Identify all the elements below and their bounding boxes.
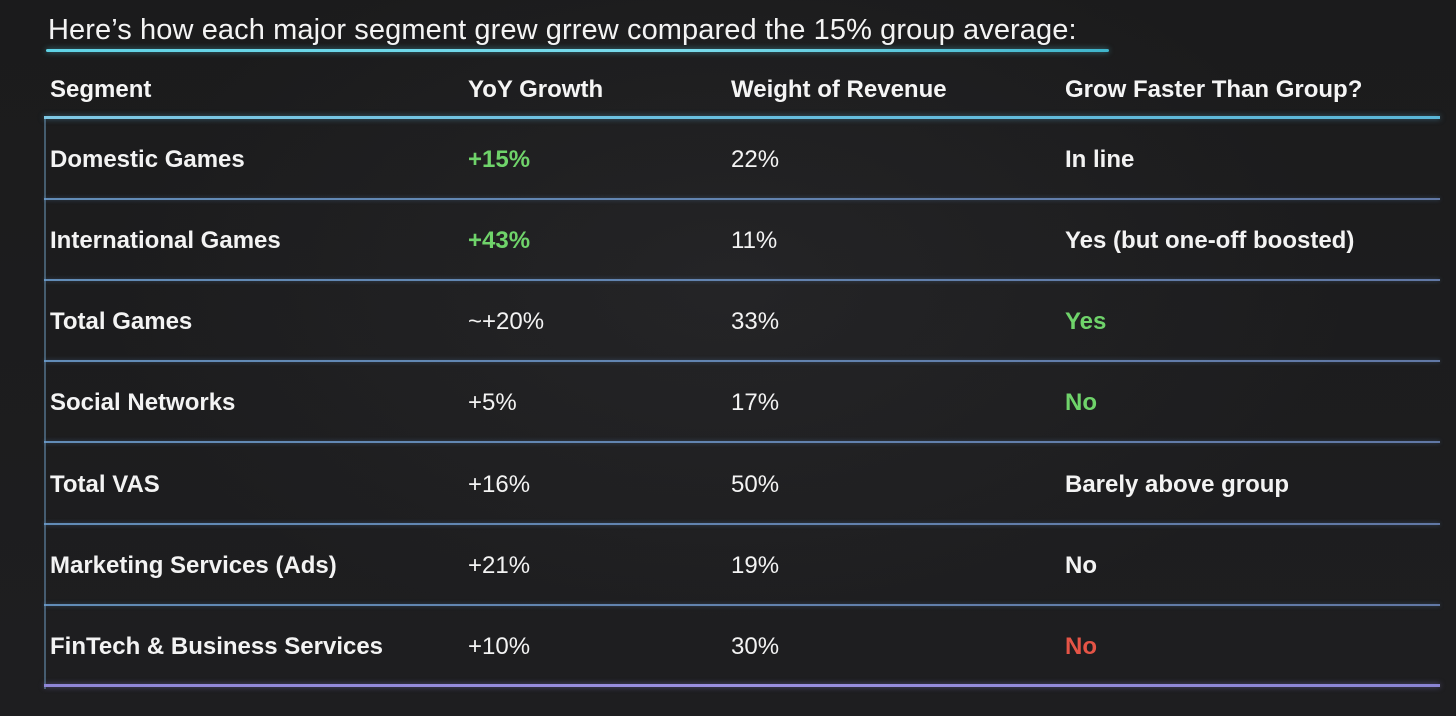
cell-weight: 17% [731,389,780,416]
row-divider [44,441,1440,443]
cell-segment: Domestic Games [50,146,245,173]
cell-growth: +5% [468,389,517,416]
cell-weight: 33% [731,308,780,335]
table-row: Total Games ~+20% 33% Yes [44,281,1440,362]
cell-segment: Total VAS [50,471,160,498]
column-header-grow-faster: Grow Faster Than Group? [1065,76,1363,103]
cell-growth: ~+20% [468,308,545,335]
cell-growth: +21% [468,552,531,579]
column-header-segment: Segment [50,76,152,103]
cell-grow-faster: No [1065,389,1097,416]
table-row: International Games +43% 11% Yes (but on… [44,200,1440,281]
row-divider [44,523,1440,525]
cell-weight: 11% [731,227,778,254]
caption-underline [46,49,1109,52]
cell-segment: Marketing Services (Ads) [50,552,337,579]
cell-grow-faster: Yes (but one-off boosted) [1065,227,1355,254]
cell-growth: +16% [468,471,531,498]
cell-growth: +15% [468,146,531,173]
table-row: FinTech & Business Services +10% 30% No [44,606,1440,687]
table-header-rule [44,116,1440,119]
cell-grow-faster: No [1065,633,1097,660]
cell-grow-faster: Yes [1065,308,1107,335]
table-row: Domestic Games +15% 22% In line [44,119,1440,200]
cell-weight: 30% [731,633,780,660]
column-header-weight: Weight of Revenue [731,76,947,103]
cell-growth: +43% [468,227,531,254]
table-row: Social Networks +5% 17% No [44,362,1440,443]
cell-segment: International Games [50,227,281,254]
table-bottom-rule [44,684,1440,687]
row-divider [44,198,1440,200]
cell-grow-faster: Barely above group [1065,471,1290,498]
cell-grow-faster: No [1065,552,1097,579]
cell-weight: 19% [731,552,780,579]
cell-weight: 22% [731,146,780,173]
table-row: Marketing Services (Ads) +21% 19% No [44,525,1440,606]
row-divider [44,604,1440,606]
row-divider [44,360,1440,362]
cell-segment: Total Games [50,308,193,335]
cell-segment: Social Networks [50,389,236,416]
cell-grow-faster: In line [1065,146,1135,173]
table-frame [44,117,1440,689]
cell-growth: +10% [468,633,531,660]
cell-segment: FinTech & Business Services [50,633,384,660]
table-caption: Here’s how each major segment grew grrew… [48,14,1077,46]
cell-weight: 50% [731,471,780,498]
column-header-yoy-growth: YoY Growth [468,76,604,103]
table-row: Total VAS +16% 50% Barely above group [44,444,1440,525]
row-divider [44,279,1440,281]
